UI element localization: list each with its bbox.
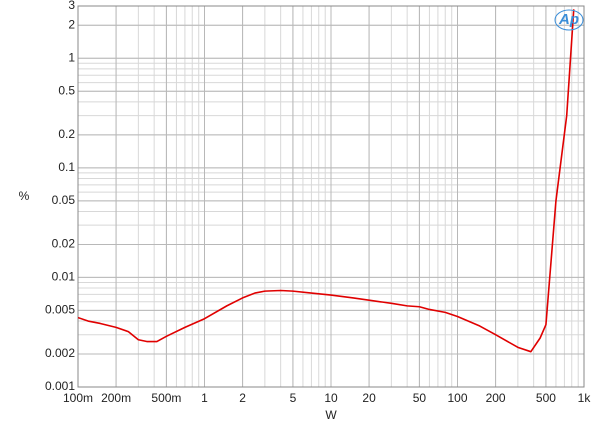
y-tick-label: 0.005 xyxy=(45,303,75,317)
x-tick-label: 10 xyxy=(324,391,338,405)
x-tick-label: 200 xyxy=(486,391,506,405)
x-tick-label: 50 xyxy=(413,391,427,405)
x-tick-label: 5 xyxy=(290,391,297,405)
y-tick-label: 1 xyxy=(68,50,75,64)
x-tick-label: 20 xyxy=(362,391,376,405)
y-tick-label: 0.1 xyxy=(58,160,75,174)
y-tick-label: 0.02 xyxy=(52,237,76,251)
x-tick-label: 500 xyxy=(536,391,556,405)
y-tick-label: 3 xyxy=(68,0,75,12)
x-axis-label: W xyxy=(325,408,337,422)
x-tick-label: 1k xyxy=(578,391,592,405)
x-tick-label: 1 xyxy=(201,391,208,405)
x-tick-label: 200m xyxy=(101,391,131,405)
logo-ring xyxy=(554,9,584,31)
logo: Ap xyxy=(558,11,579,28)
y-axis-label: % xyxy=(19,189,30,203)
x-tick-label: 100 xyxy=(447,391,467,405)
y-tick-label: 0.2 xyxy=(58,127,75,141)
data-line xyxy=(78,9,575,353)
y-tick-label: 0.05 xyxy=(52,193,76,207)
x-tick-label: 2 xyxy=(239,391,246,405)
y-tick-label: 0.5 xyxy=(58,83,75,97)
y-tick-label: 0.001 xyxy=(45,379,75,393)
plot-frame xyxy=(77,5,585,388)
x-tick-label: 100m xyxy=(63,391,93,405)
x-tick-label: 500m xyxy=(151,391,181,405)
y-tick-label: 2 xyxy=(68,17,75,31)
y-tick-label: 0.01 xyxy=(52,270,76,284)
y-tick-label: 0.002 xyxy=(45,346,75,360)
